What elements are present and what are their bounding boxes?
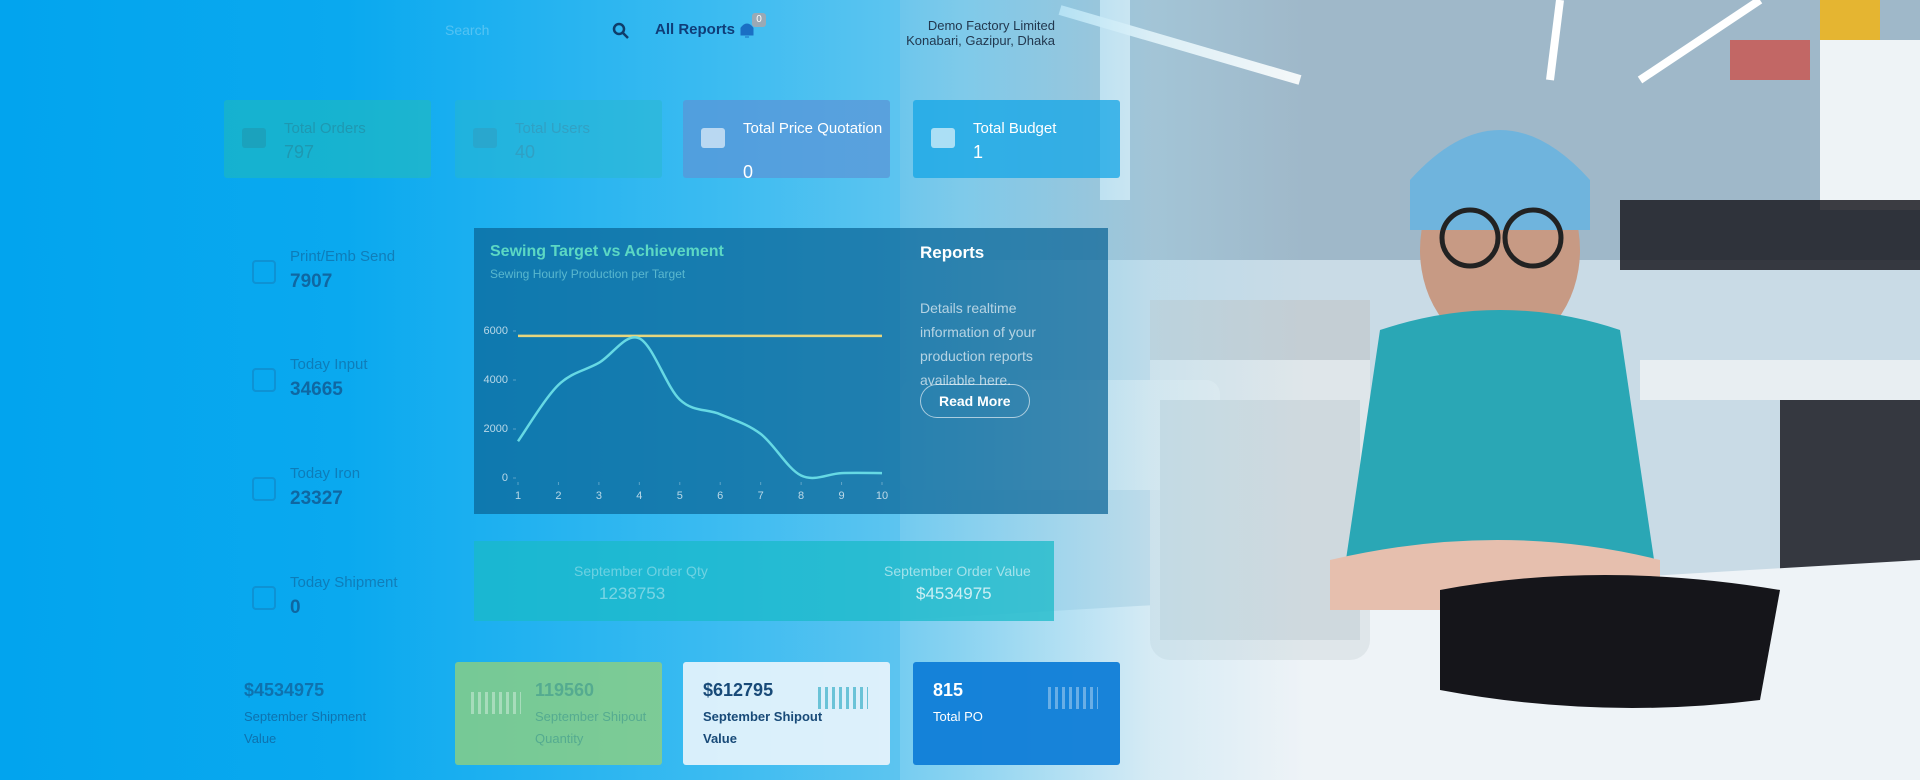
card-value: 1	[973, 142, 984, 162]
bottom-card: 815 Total PO	[913, 662, 1120, 765]
chart-subtitle: Sewing Hourly Production per Target	[490, 267, 686, 281]
card-icon	[473, 128, 497, 148]
bottom-label: September Shipment Value	[244, 709, 367, 746]
stat-icon	[252, 368, 276, 392]
summary-card: Total Price Quotation 0	[683, 100, 890, 182]
y-tick-label: 4000	[484, 374, 508, 386]
mini-chart-icon	[471, 692, 521, 714]
summary-card: Total Budget 1	[913, 100, 1120, 178]
reports-title: Reports	[920, 243, 985, 262]
y-tick-label: 0	[502, 472, 508, 484]
bottom-value: 815	[933, 680, 964, 700]
x-tick-label: 10	[876, 490, 888, 502]
stat-icon	[252, 586, 276, 610]
stat-value: 34665	[290, 379, 343, 400]
search-icon[interactable]	[612, 22, 630, 40]
reports-text: Details realtime information of your pro…	[920, 300, 1036, 388]
company-name: Demo Factory Limited	[927, 18, 1055, 33]
card-label: Total Budget	[973, 120, 1057, 137]
bottom-value: $4534975	[244, 680, 325, 700]
card-value: 797	[284, 142, 315, 162]
card-icon	[242, 128, 266, 148]
read-more-button[interactable]: Read More	[920, 384, 1030, 418]
card-label: Total Users	[515, 120, 591, 137]
bell-icon[interactable]	[738, 20, 756, 40]
x-tick-label: 1	[515, 490, 521, 502]
x-tick-label: 5	[677, 490, 683, 502]
bottom-label: September Shipout Value	[703, 709, 823, 746]
mini-chart-icon	[818, 687, 868, 709]
stat-value: 7907	[290, 271, 333, 292]
stat-label: Print/Emb Send	[290, 248, 396, 265]
order-value: $4534975	[916, 584, 992, 603]
bottom-card: 119560 September Shipout Quantity	[455, 662, 662, 765]
company-address: Konabari, Gazipur, Dhaka	[906, 33, 1055, 48]
card-value: 40	[515, 142, 536, 162]
card-icon	[701, 128, 725, 148]
stat-value: 0	[290, 597, 301, 618]
mini-chart-icon	[1048, 687, 1098, 709]
y-tick-label: 6000	[484, 325, 508, 337]
chart-title: Sewing Target vs Achievement	[490, 243, 725, 260]
bottom-value: 119560	[535, 680, 595, 700]
card-value: 0	[743, 162, 754, 182]
bottom-card: $4534975 September Shipment Value	[224, 662, 431, 765]
summary-card: Total Orders 797	[224, 100, 431, 178]
card-icon	[931, 128, 955, 148]
y-tick-label: 2000	[484, 423, 508, 435]
x-tick-label: 8	[798, 490, 804, 502]
stat-label: Today Shipment	[290, 574, 398, 591]
line-chart: Sewing Target vs Achievement Sewing Hourl…	[484, 243, 889, 502]
order-label: September Order Value	[884, 563, 1031, 579]
all-reports-link[interactable]: All Reports	[655, 21, 736, 38]
x-tick-label: 2	[555, 490, 561, 502]
x-tick-label: 3	[596, 490, 602, 502]
card-label: Total Price Quotation	[743, 120, 883, 137]
bottom-value: $612795	[703, 680, 774, 700]
stat-icon	[252, 260, 276, 284]
bottom-label: Total PO	[933, 709, 983, 724]
stat-label: Today Input	[290, 356, 368, 373]
x-tick-label: 9	[838, 490, 844, 502]
order-value: 1238753	[599, 584, 666, 603]
order-summary: September Order Qty 1238753 September Orde…	[474, 541, 1054, 621]
stat-label: Today Iron	[290, 465, 361, 482]
x-tick-label: 6	[717, 490, 723, 502]
summary-card: Total Users 40	[455, 100, 662, 178]
search-input[interactable]: Search	[445, 22, 490, 38]
notification-badge: 0	[752, 13, 766, 27]
card-label: Total Orders	[284, 120, 366, 137]
stat-icon	[252, 477, 276, 501]
x-tick-label: 4	[636, 490, 642, 502]
stat-value: 23327	[290, 488, 343, 509]
order-label: September Order Qty	[574, 563, 708, 579]
bottom-label: September Shipout Quantity	[535, 709, 647, 746]
x-tick-label: 7	[758, 490, 764, 502]
bottom-card: $612795 September Shipout Value	[683, 662, 890, 765]
series-line	[516, 336, 883, 480]
